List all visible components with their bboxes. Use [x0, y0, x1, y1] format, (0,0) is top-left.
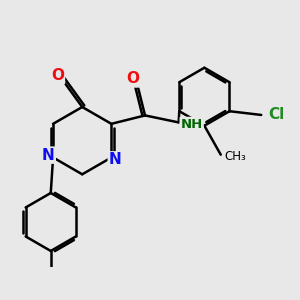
Text: O: O	[126, 71, 140, 86]
Text: O: O	[51, 68, 64, 83]
Text: CH₃: CH₃	[224, 150, 246, 163]
Text: NH: NH	[181, 118, 203, 131]
Text: Cl: Cl	[268, 107, 284, 122]
Text: N: N	[42, 148, 55, 163]
Text: N: N	[109, 152, 122, 167]
